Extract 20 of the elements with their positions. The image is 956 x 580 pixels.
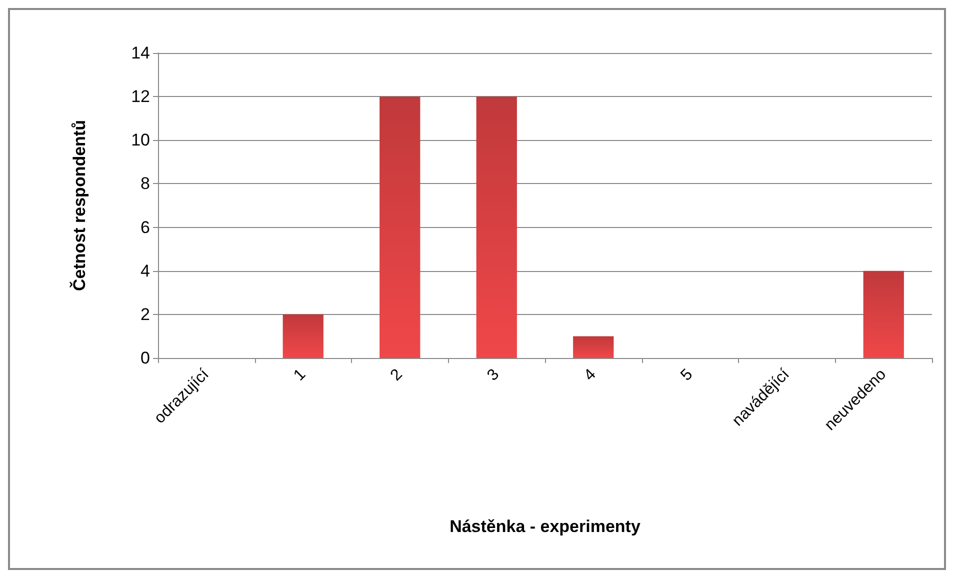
bar	[476, 96, 517, 358]
y-tick-label: 4	[140, 261, 150, 280]
y-tick-label: 2	[140, 304, 150, 324]
x-tick-label: 3	[484, 366, 503, 384]
y-tick-label: 14	[131, 44, 150, 62]
y-tick-label: 10	[131, 130, 150, 150]
bar	[282, 314, 324, 358]
bar	[380, 96, 420, 358]
x-tick-label: 4	[581, 366, 600, 384]
y-tick-label: 8	[140, 174, 150, 194]
bar	[863, 270, 904, 358]
y-tick-label: 12	[131, 87, 150, 106]
y-axis-title: Četnost respondentů	[69, 120, 89, 291]
y-tick-label: 0	[140, 348, 150, 368]
x-tick-label: 2	[388, 366, 406, 384]
x-tick-label: 1	[290, 366, 310, 384]
bar	[573, 336, 614, 358]
y-tick-label: 6	[140, 218, 150, 237]
x-tick-label: 5	[678, 366, 696, 384]
x-axis-title: Nástěnka - experimenty	[450, 517, 641, 536]
